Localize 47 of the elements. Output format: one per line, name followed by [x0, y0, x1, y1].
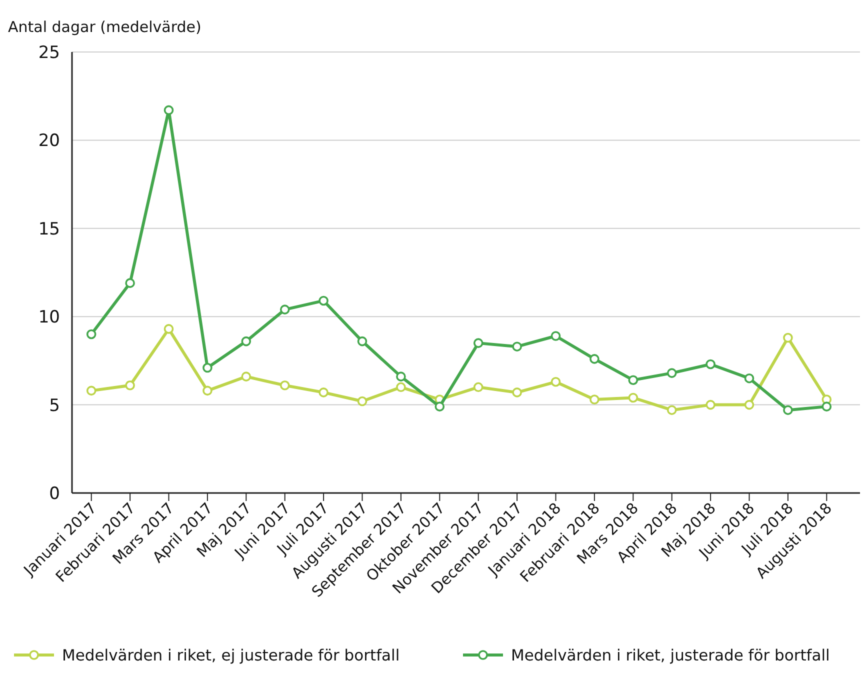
point	[125, 380, 135, 390]
point	[280, 380, 290, 390]
y-tick-label: 15	[38, 219, 60, 240]
point	[202, 386, 212, 396]
point	[550, 376, 561, 387]
y-axis-title: Antal dagar (medelvärde)	[8, 18, 202, 36]
point	[202, 362, 212, 373]
point	[318, 388, 328, 398]
point	[744, 400, 754, 410]
point	[628, 375, 638, 386]
point	[473, 338, 484, 348]
y-tick-label: 25	[38, 42, 60, 63]
point	[783, 405, 793, 415]
y-tick-label: 0	[49, 484, 60, 504]
point	[434, 402, 445, 412]
point	[125, 278, 135, 288]
point	[512, 342, 522, 352]
point	[241, 372, 252, 382]
point	[706, 400, 716, 410]
point	[590, 394, 600, 404]
point	[706, 359, 716, 370]
point	[628, 392, 638, 403]
point	[473, 382, 484, 392]
point	[396, 372, 406, 382]
y-tick-label: 5	[49, 396, 60, 416]
point	[357, 396, 368, 406]
point	[86, 329, 96, 340]
point	[280, 304, 290, 314]
point	[164, 105, 174, 116]
point	[744, 373, 754, 384]
y-tick-label: 10	[38, 308, 60, 328]
point	[822, 402, 832, 412]
point	[318, 296, 328, 306]
point	[590, 354, 600, 364]
point	[512, 388, 522, 398]
point	[357, 336, 368, 346]
legend-label: Medelvärden i riket, ej justerade för bortfall	[62, 646, 400, 664]
point	[241, 336, 252, 346]
legend-label: Medelvärden i riket, justerade för bortfall	[511, 646, 830, 664]
point	[550, 331, 561, 341]
point	[396, 382, 406, 392]
point	[164, 324, 174, 334]
point	[666, 405, 677, 415]
point	[783, 332, 793, 343]
point	[666, 368, 677, 378]
y-tick-label: 20	[38, 131, 60, 152]
point	[86, 386, 96, 396]
